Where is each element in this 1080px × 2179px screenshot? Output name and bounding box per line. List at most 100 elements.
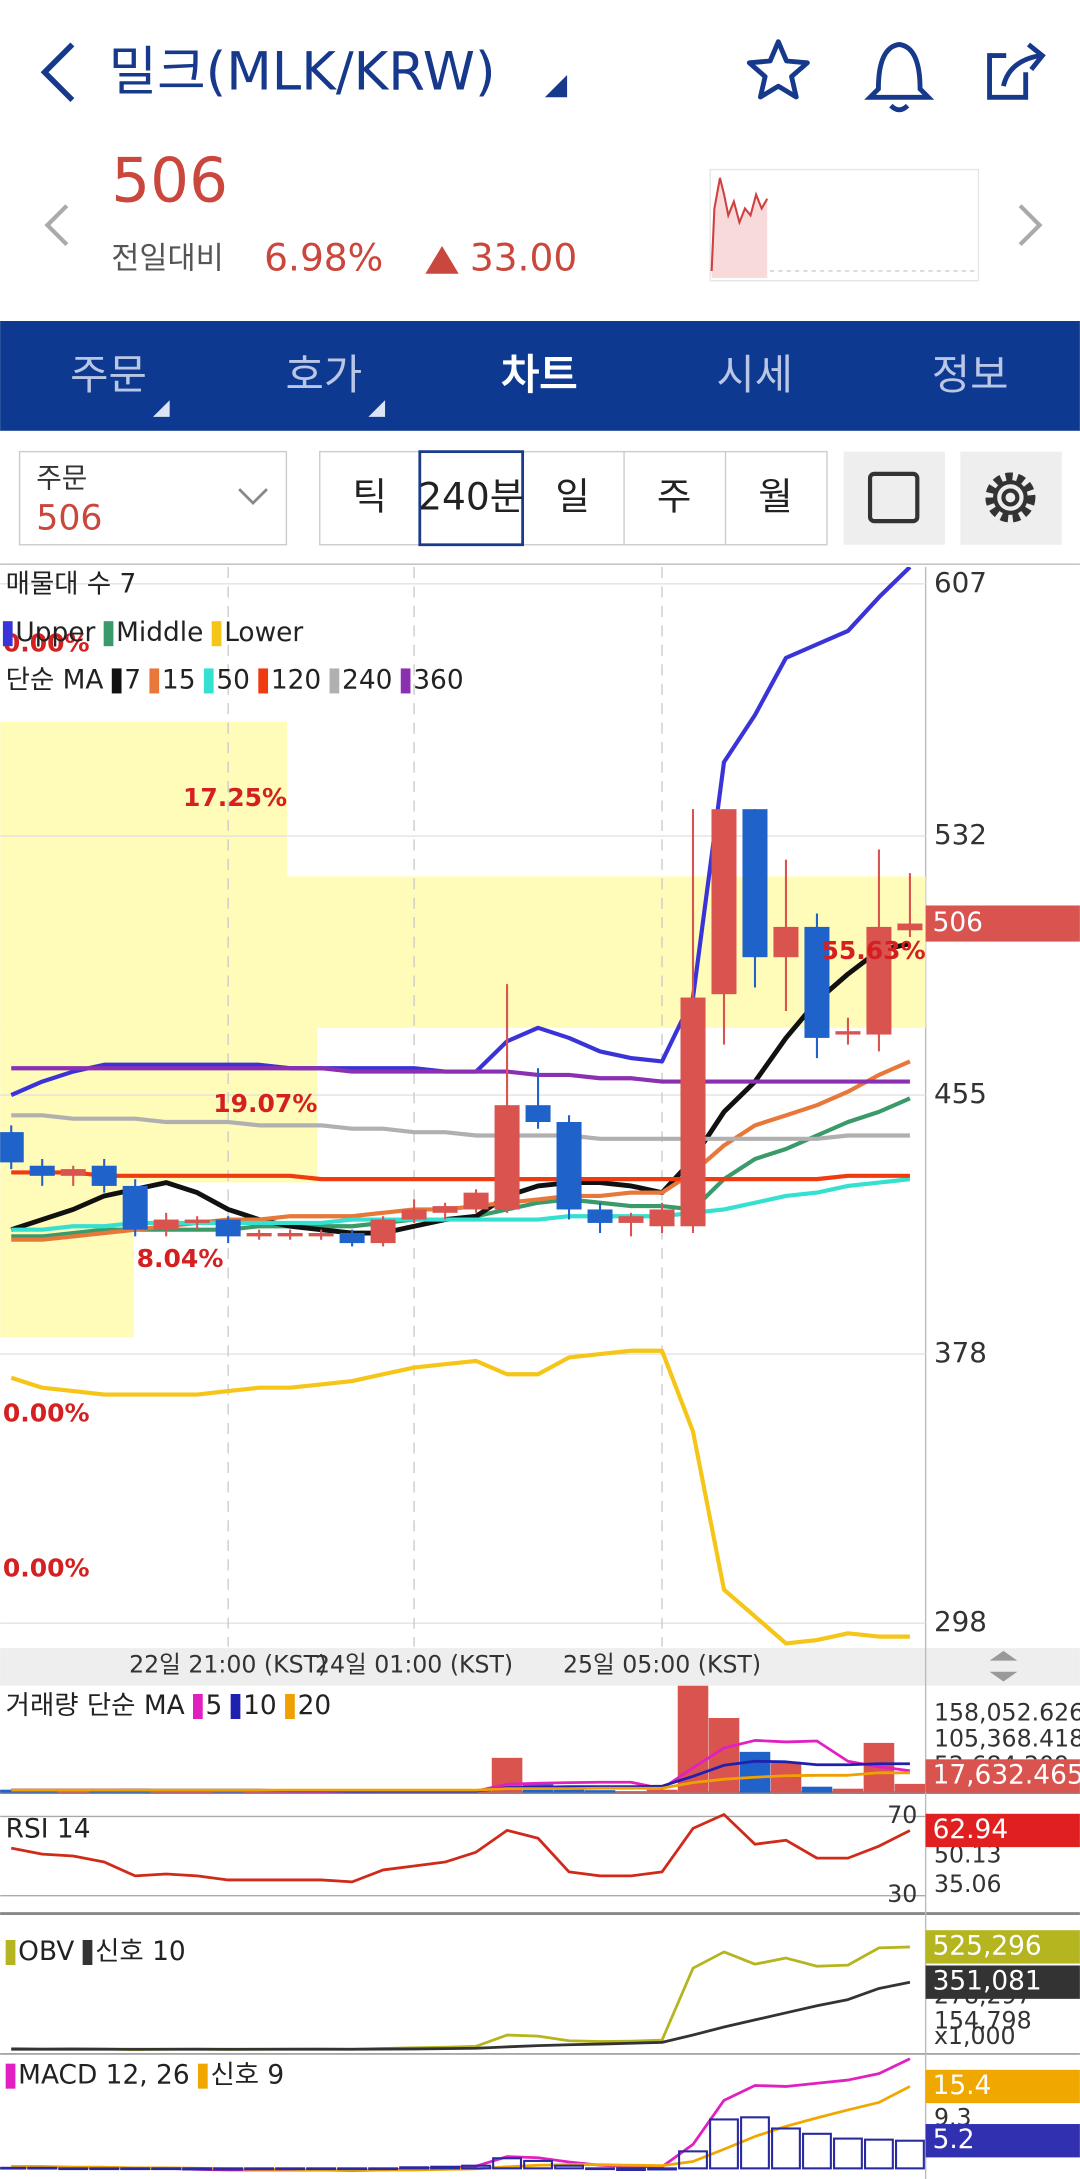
y-tick-label: 298: [934, 1605, 987, 1638]
share-button[interactable]: [987, 42, 1046, 100]
legend-swatch: [285, 1694, 295, 1720]
value-tag: [925, 1813, 1080, 1848]
volume-profile-bar: [0, 1182, 134, 1338]
value-tag-label: 62.94: [933, 1814, 1009, 1845]
candle-body: [556, 1122, 582, 1210]
series-line: [10, 1813, 911, 1884]
chart-title: 매물대 수 7: [6, 569, 137, 600]
select-box: [18, 450, 288, 546]
candle-body: [525, 1105, 551, 1123]
order-select[interactable]: 주문 506: [18, 450, 288, 546]
square-icon: [867, 471, 920, 524]
legend-swatch: [203, 668, 214, 694]
candle-body: [184, 1219, 210, 1223]
series-line: [11, 1771, 910, 1792]
legend-label: MACD 12, 26: [18, 2060, 189, 2091]
volume-bar: [26, 1790, 58, 1793]
tab-label[interactable]: 정보: [932, 350, 1009, 399]
candle-body: [339, 1233, 365, 1244]
histogram-bar: [275, 2167, 306, 2171]
tab-label[interactable]: 시세: [716, 350, 793, 399]
legend-label: 5: [206, 1690, 223, 1721]
legend-label: RSI 14: [6, 1814, 91, 1845]
volume-profile-bar: [0, 721, 288, 877]
settings-button[interactable]: [960, 451, 1062, 545]
plot-area: [0, 2057, 925, 2172]
mini-chart-line: [710, 177, 769, 272]
plot-area: [0, 1685, 926, 1793]
alarm-button[interactable]: [864, 42, 935, 113]
gear-teeth: [985, 472, 1036, 523]
legend-label: Upper: [15, 617, 95, 648]
period-option[interactable]: 틱: [353, 474, 388, 518]
prev-coin[interactable]: [44, 204, 69, 247]
tab-label[interactable]: 호가: [286, 350, 363, 399]
draw-button[interactable]: [843, 451, 946, 545]
tab-label[interactable]: 주문: [70, 350, 147, 399]
legend-swatch: [258, 668, 269, 694]
legend-label: 거래량 단순 MA: [6, 1690, 185, 1721]
y-tick-label: 378: [934, 1336, 987, 1369]
legend-label: 240: [342, 664, 392, 695]
volume-bar: [181, 1791, 213, 1793]
histogram-bar: [182, 2167, 213, 2171]
histogram-bar: [244, 2167, 275, 2171]
candle-body: [866, 926, 892, 1035]
resize-handle[interactable]: [989, 1650, 1018, 1682]
series-line: [11, 1066, 910, 1084]
y-tick-label: 607: [934, 566, 987, 599]
histogram-bar: [306, 2167, 337, 2171]
select-chevron: [238, 488, 268, 506]
legend-swatch: [400, 668, 411, 694]
candle-body: [649, 1209, 675, 1227]
plot-area: [0, 566, 926, 1647]
legend-swatch: [103, 621, 114, 647]
legend-label: OBV: [18, 1936, 74, 1967]
legend-swatch: [111, 668, 122, 694]
price-tag: [925, 905, 1080, 942]
histogram-bar: [430, 2165, 461, 2170]
period-option[interactable]: 일: [555, 474, 590, 518]
volume-bar: [615, 1791, 647, 1793]
x-tick-label: 25일 05:00 (KST): [563, 1651, 761, 1679]
legend-swatch: [82, 1939, 93, 1965]
favorite-button[interactable]: [746, 39, 810, 100]
candle-body: [277, 1233, 303, 1237]
histogram-bar: [492, 2157, 523, 2170]
period-option[interactable]: 240분: [418, 474, 524, 518]
x-tick-label: 24일 01:00 (KST): [315, 1651, 513, 1679]
back-button[interactable]: [40, 42, 75, 103]
coin-title[interactable]: 밀크(MLK/KRW): [109, 42, 496, 103]
bell-icon: [864, 42, 935, 100]
legend-swatch: [5, 1939, 16, 1965]
time-axis-strip: [0, 1648, 1080, 1686]
plot-area: [11, 1945, 911, 2052]
gear-hole: [1001, 488, 1020, 507]
share-box: [987, 53, 1029, 100]
value-tag-label: 17,632.465: [933, 1759, 1080, 1790]
volume-bar: [646, 1789, 678, 1793]
tab-indicator: [152, 400, 170, 417]
volume-profile-bar: [0, 1027, 318, 1183]
next-coin[interactable]: [1018, 204, 1043, 247]
period-option[interactable]: 월: [758, 474, 793, 518]
candle-body: [494, 1105, 520, 1210]
bell-clapper: [889, 103, 910, 113]
histogram-bar: [709, 2118, 739, 2170]
period-group: [319, 450, 828, 546]
candle-body: [308, 1233, 334, 1237]
y-tick-label: 455: [934, 1077, 987, 1110]
volume-bar: [584, 1790, 616, 1793]
legend-label: 360: [413, 664, 463, 695]
period-option[interactable]: 주: [657, 474, 692, 518]
volume-profile-label: 17.25%: [183, 783, 287, 812]
candle-body: [618, 1216, 644, 1223]
change-amount: 33.00: [470, 235, 577, 279]
histogram-bar: [616, 2167, 646, 2172]
legend-label: 120: [271, 664, 321, 695]
candle-body: [401, 1209, 427, 1220]
tab-label[interactable]: 차트: [501, 350, 578, 399]
candle-body: [835, 1031, 861, 1035]
legend-swatch: [193, 1694, 203, 1720]
